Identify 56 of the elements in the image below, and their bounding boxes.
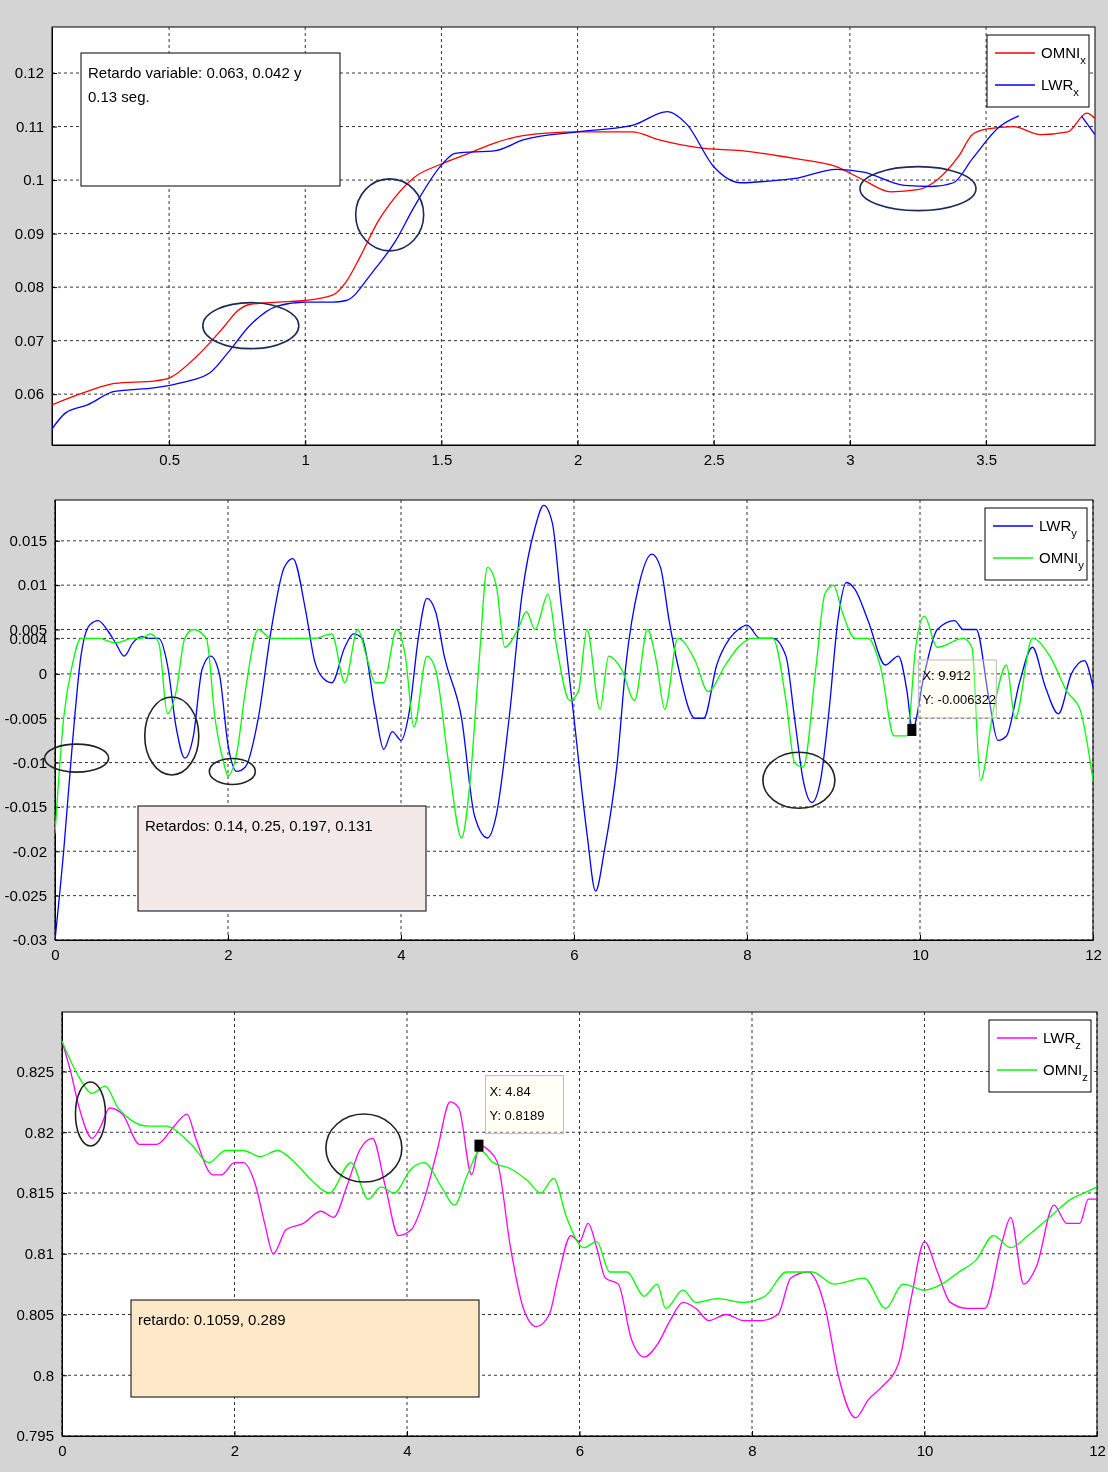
x-tick-label: 4 [397, 945, 406, 963]
x-tick-label: 10 [916, 1441, 934, 1459]
y-tick-label: 0.12 [14, 64, 44, 82]
x-tick-label: 2 [573, 450, 583, 468]
x-tick-label: 0 [58, 1441, 67, 1459]
x-tick-label: 3 [846, 450, 855, 468]
y-tick-label: 0.815 [16, 1184, 54, 1202]
y-tick-label: -0.015 [4, 798, 47, 816]
y-tick-label: 0.81 [24, 1245, 54, 1263]
y-tick-label: 0 [38, 665, 47, 683]
annotation: X: 4.84 Y: 0.8189 [489, 1083, 545, 1123]
y-tick-label: 0.07 [14, 331, 44, 349]
x-tick-label: 12 [1089, 1441, 1106, 1459]
x-tick-label: 12 [1085, 945, 1102, 963]
note-box: retardo: 0.1059, 0.289 [130, 1299, 480, 1398]
y-tick-label: -0.01 [12, 753, 47, 771]
x-tick-label: 2 [230, 1441, 240, 1459]
legend-label: LWR$_{z}$ [1043, 1029, 1082, 1051]
y-tick-label: 0.015 [9, 532, 47, 550]
y-tick-label: 0.01 [17, 576, 47, 594]
y-tick-label: 0.09 [14, 224, 44, 242]
annotation: Retardos: 0.14, 0.25, 0.197, 0.131 [145, 817, 373, 834]
x-tick-label: 2 [224, 945, 233, 963]
x-tick-label: 3.5 [976, 450, 997, 468]
y-tick-label: 0.805 [16, 1305, 54, 1323]
y-tick-label: 0.08 [14, 278, 44, 296]
y-tick-label: 0.82 [24, 1123, 54, 1141]
y-tick-label: -0.025 [4, 886, 47, 904]
legend-label: OMNI$_{x}$ [1041, 44, 1087, 66]
y-tick-label: 0.11 [15, 117, 44, 135]
x-tick-label: 0.5 [159, 450, 181, 468]
y-tick-label: -0.03 [12, 931, 47, 949]
legend-label: LWR$_{y}$ [1039, 517, 1078, 539]
note-box: Retardo variable: 0.063, 0.042 y 0.13 seg. [80, 52, 341, 187]
annotation: Retardo variable: 0.063, 0.042 y 0.13 seg. [88, 64, 302, 105]
y-tick-label: 0.8 [33, 1366, 54, 1384]
legend-label: OMNI$_{z}$ [1043, 1061, 1089, 1083]
legend-label: OMNI$_{y}$ [1039, 549, 1085, 571]
annotation: retardo: 0.1059, 0.289 [138, 1311, 286, 1328]
legend-label: LWR$_{x}$ [1041, 76, 1080, 98]
y-tick-label: 0.1 [23, 171, 44, 189]
x-tick-label: 8 [743, 945, 752, 963]
x-tick-label: 8 [748, 1441, 757, 1459]
x-tick-label: 6 [575, 1441, 585, 1459]
x-tick-label: 2.5 [703, 450, 725, 468]
y-tick-label: 0.06 [14, 385, 44, 403]
x-tick-label: 6 [570, 945, 579, 963]
note-box: Retardos: 0.14, 0.25, 0.197, 0.131 [137, 805, 427, 912]
y-tick-label: 0.795 [16, 1427, 54, 1445]
x-tick-label: 1.5 [431, 450, 453, 468]
y-tick-label: 0.825 [16, 1062, 54, 1080]
y-tick-label: -0.02 [12, 842, 47, 860]
x-tick-label: 10 [912, 945, 929, 963]
x-tick-label: 1 [301, 450, 310, 468]
x-tick-label: 4 [403, 1441, 412, 1459]
y-tick-label: -0.005 [4, 709, 47, 727]
